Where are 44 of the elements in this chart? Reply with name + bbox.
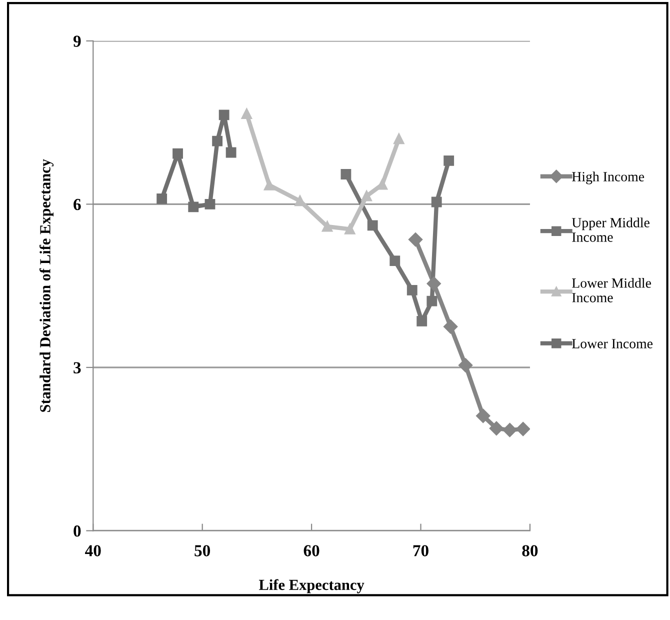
point: [340, 169, 352, 180]
point: [212, 136, 223, 146]
legend-label: Lower Income: [572, 339, 653, 348]
point: [367, 220, 378, 231]
y-axis-title: Standard Deviation of Life Expectancy: [39, 159, 54, 412]
point: [444, 155, 454, 166]
legend-label: Upper Middle Income: [572, 218, 650, 242]
point: [476, 408, 490, 423]
point: [156, 194, 168, 204]
y-tick-label: 0: [74, 525, 81, 537]
x-tick-label: 40: [85, 545, 101, 556]
point: [226, 147, 236, 158]
point: [188, 202, 199, 212]
point: [426, 296, 438, 306]
point: [361, 190, 372, 202]
x-tick-label: 80: [522, 545, 538, 556]
point: [444, 320, 458, 334]
point: [241, 108, 252, 120]
x-tick-label: 70: [413, 545, 428, 556]
legend-label: High Income: [572, 172, 644, 184]
point: [458, 358, 472, 372]
y-tick-label: 6: [74, 198, 81, 210]
point: [406, 284, 418, 296]
point: [516, 422, 530, 436]
point: [408, 232, 422, 246]
legend-label: Lower Middle Income: [572, 278, 651, 302]
point: [390, 256, 400, 266]
point: [416, 316, 428, 326]
point: [394, 134, 404, 144]
point: [204, 198, 216, 210]
x-tick-label: 50: [194, 545, 210, 556]
x-tick-label: 60: [304, 545, 320, 556]
point: [490, 421, 504, 436]
point: [431, 196, 442, 208]
point: [502, 423, 517, 437]
point: [426, 276, 441, 291]
point: [344, 224, 356, 234]
x-axis-title: Life Expectancy: [258, 579, 364, 594]
point: [264, 180, 274, 190]
y-tick-label: 3: [74, 362, 81, 374]
point: [218, 110, 230, 120]
y-tick-label: 9: [73, 36, 81, 47]
point: [322, 221, 332, 232]
point: [172, 148, 183, 159]
